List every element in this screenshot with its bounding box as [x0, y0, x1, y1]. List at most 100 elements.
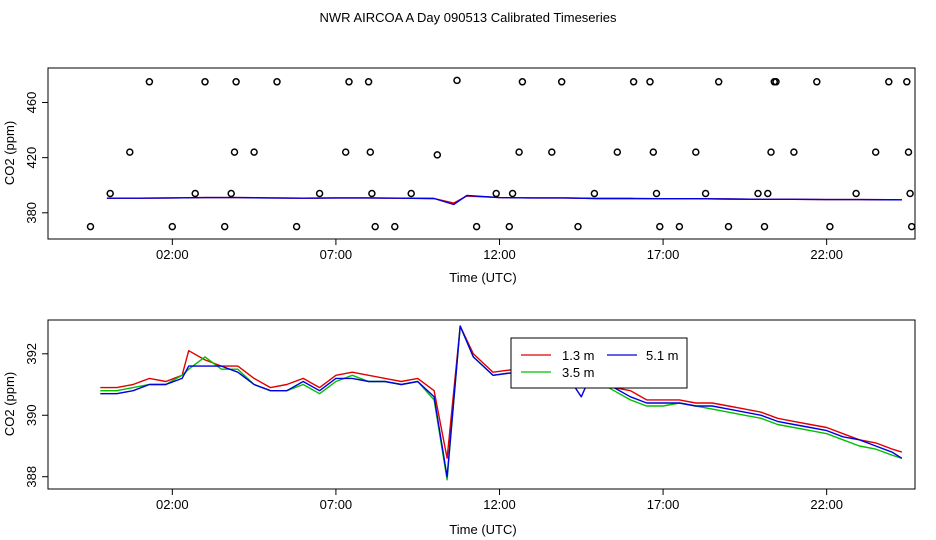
- scatter-point: [656, 222, 664, 231]
- line-y-axis-label: CO2 (ppm): [2, 372, 17, 436]
- scatter-point: [790, 148, 798, 156]
- scatter-line-series-1: [106, 194, 902, 206]
- scatter-x-tick-label: 07:00: [320, 247, 353, 262]
- scatter-y-axis-label: CO2 (ppm): [2, 121, 17, 185]
- scatter-plot-frame: [47, 67, 916, 240]
- scatter-y-tick-label: 380: [24, 202, 39, 224]
- scatter-point: [371, 222, 379, 231]
- scatter-point: [557, 78, 566, 86]
- line-series-layer: [100, 325, 903, 481]
- line-x-tick-label: 07:00: [320, 497, 353, 512]
- scatter-point: [508, 189, 517, 198]
- scatter-point: [675, 222, 684, 231]
- scatter-point: [613, 148, 622, 156]
- scatter-point: [590, 189, 599, 198]
- scatter-x-tick-label: 17:00: [647, 247, 680, 262]
- scatter-point: [407, 189, 415, 198]
- scatter-point: [871, 148, 880, 156]
- scatter-series-layer: [106, 194, 902, 206]
- line-x-axis-label: Time (UTC): [449, 522, 516, 537]
- scatter-point: [767, 148, 775, 156]
- scatter-point: [391, 222, 399, 231]
- scatter-point: [548, 148, 556, 156]
- line-panel: 02:00 07:00 12:00 17:00 22:00 388 390 392 Time…: [2, 319, 916, 537]
- scatter-point: [885, 78, 893, 86]
- scatter-point: [273, 78, 281, 86]
- scatter-point: [629, 78, 638, 86]
- legend-label-3-5m: 3.5 m: [562, 365, 595, 380]
- scatter-point: [574, 222, 582, 231]
- scatter-point: [341, 148, 350, 156]
- line-y-tick-label: 392: [24, 343, 39, 365]
- scatter-point: [345, 78, 353, 86]
- line-y-tick-label: 388: [24, 466, 39, 488]
- scatter-point: [230, 148, 239, 156]
- line-line-3-5-m: [100, 325, 903, 481]
- scatter-point: [852, 189, 860, 198]
- scatter-point: [492, 189, 500, 198]
- scatter-point: [220, 222, 229, 231]
- line-x-tick-label: 22:00: [810, 497, 843, 512]
- scatter-point: [764, 189, 772, 198]
- scatter-point: [366, 148, 375, 156]
- line-y-axis: 388 390 392: [24, 343, 48, 488]
- line-plot-frame: [47, 319, 916, 490]
- scatter-point: [364, 78, 373, 86]
- line-x-axis: 02:00 07:00 12:00 17:00 22:00: [156, 489, 843, 512]
- scatter-point: [505, 222, 514, 231]
- figure-title: NWR AIRCOA A Day 090513 Calibrated Times…: [320, 10, 617, 25]
- scatter-point: [772, 78, 780, 86]
- scatter-y-axis: 380 420 460: [24, 92, 48, 224]
- scatter-point: [692, 148, 700, 156]
- scatter-point: [191, 189, 199, 198]
- scatter-x-axis-label: Time (UTC): [449, 270, 516, 285]
- scatter-point: [754, 189, 762, 198]
- scatter-point: [904, 148, 913, 156]
- scatter-point: [368, 189, 376, 198]
- scatter-x-axis: 02:00 07:00 12:00 17:00 22:00: [156, 239, 843, 262]
- scatter-x-tick-label: 12:00: [483, 247, 516, 262]
- line-x-tick-label: 02:00: [156, 497, 189, 512]
- scatter-point: [227, 189, 235, 198]
- line-x-tick-label: 17:00: [647, 497, 680, 512]
- scatter-y-tick-label: 460: [24, 92, 39, 114]
- scatter-point: [903, 78, 911, 86]
- scatter-point: [145, 78, 154, 86]
- scatter-point: [472, 222, 481, 231]
- scatter-point: [168, 222, 177, 231]
- legend-box: [510, 337, 688, 389]
- scatter-point: [86, 222, 95, 231]
- legend-label-1-3m: 1.3 m: [562, 348, 595, 363]
- scatter-point: [813, 78, 821, 86]
- legend-label-5-1m: 5.1 m: [646, 348, 679, 363]
- line-line-5-1-m: [100, 325, 903, 478]
- scatter-point: [315, 189, 324, 198]
- scatter-panel: 02:00 07:00 12:00 17:00 22:00 380 420 460 Time…: [2, 67, 916, 285]
- scatter-point: [724, 222, 733, 231]
- scatter-y-tick-label: 420: [24, 147, 39, 169]
- line-x-tick-label: 12:00: [483, 497, 516, 512]
- scatter-x-tick-label: 22:00: [810, 247, 843, 262]
- scatter-point: [292, 222, 301, 231]
- line-line-1-3-m: [100, 325, 903, 459]
- scatter-point: [126, 148, 134, 156]
- scatter-point: [232, 78, 240, 86]
- scatter-point: [201, 78, 209, 86]
- scatter-point: [453, 76, 461, 85]
- scatter-point: [906, 189, 914, 198]
- scatter-point: [106, 189, 114, 198]
- scatter-points-layer: [86, 76, 916, 231]
- scatter-x-tick-label: 02:00: [156, 247, 189, 262]
- scatter-point: [433, 151, 442, 159]
- scatter-point: [826, 222, 834, 231]
- scatter-point: [515, 148, 523, 156]
- scatter-point: [250, 148, 258, 156]
- line-y-tick-label: 390: [24, 404, 39, 426]
- scatter-point: [714, 78, 723, 86]
- scatter-point: [649, 148, 658, 156]
- scatter-point: [646, 78, 654, 86]
- scatter-point: [652, 189, 661, 198]
- scatter-point: [907, 222, 916, 231]
- scatter-point: [701, 189, 710, 198]
